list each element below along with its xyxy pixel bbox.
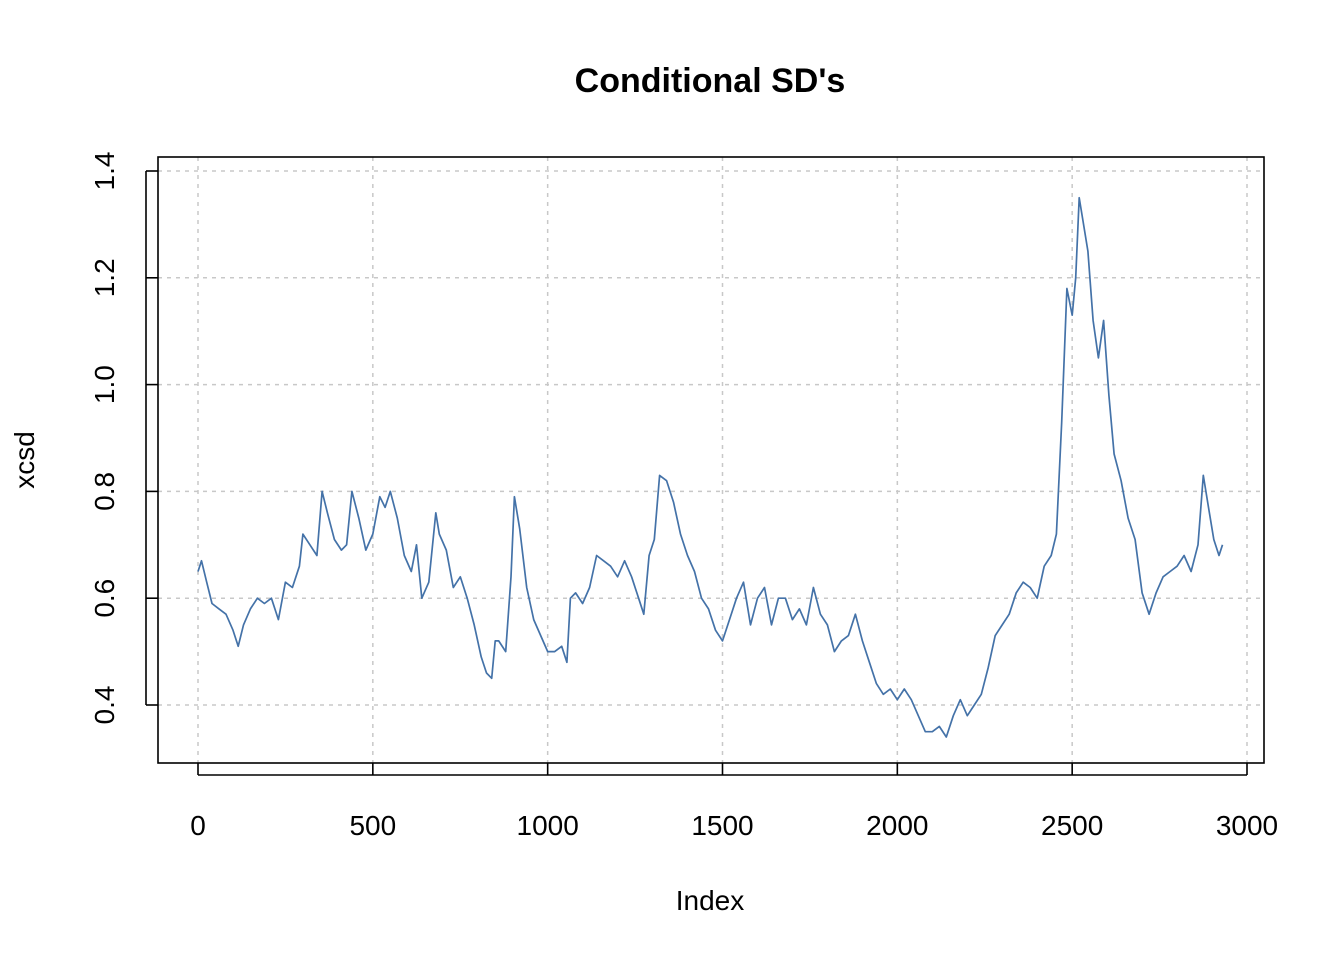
x-tick-label: 500 [349, 810, 396, 841]
y-tick-label: 0.4 [89, 686, 120, 725]
series-layer [197, 196, 1224, 738]
y-tick-label: 1.2 [89, 258, 120, 297]
plot-frame [157, 156, 1265, 764]
y-axis: 0.4 0.6 0.8 1.0 1.2 1.4 [89, 152, 158, 725]
x-tick-label: 2000 [866, 810, 928, 841]
x-axis-label: Index [676, 885, 745, 916]
y-tick-label: 0.6 [89, 579, 120, 618]
y-tick-label: 1.0 [89, 365, 120, 404]
y-axis-label: xcsd [9, 431, 40, 489]
y-tick-label: 1.4 [89, 152, 120, 191]
x-tick-label: 1000 [517, 810, 579, 841]
series-line [197, 196, 1224, 738]
grid [158, 157, 1264, 763]
chart-title: Conditional SD's [575, 62, 846, 100]
x-axis: 0 500 1000 1500 2000 2500 3000 [190, 763, 1278, 841]
y-tick-label: 0.8 [89, 472, 120, 511]
x-tick-label: 3000 [1216, 810, 1278, 841]
x-tick-label: 2500 [1041, 810, 1103, 841]
x-tick-label: 0 [190, 810, 206, 841]
x-tick-label: 1500 [691, 810, 753, 841]
